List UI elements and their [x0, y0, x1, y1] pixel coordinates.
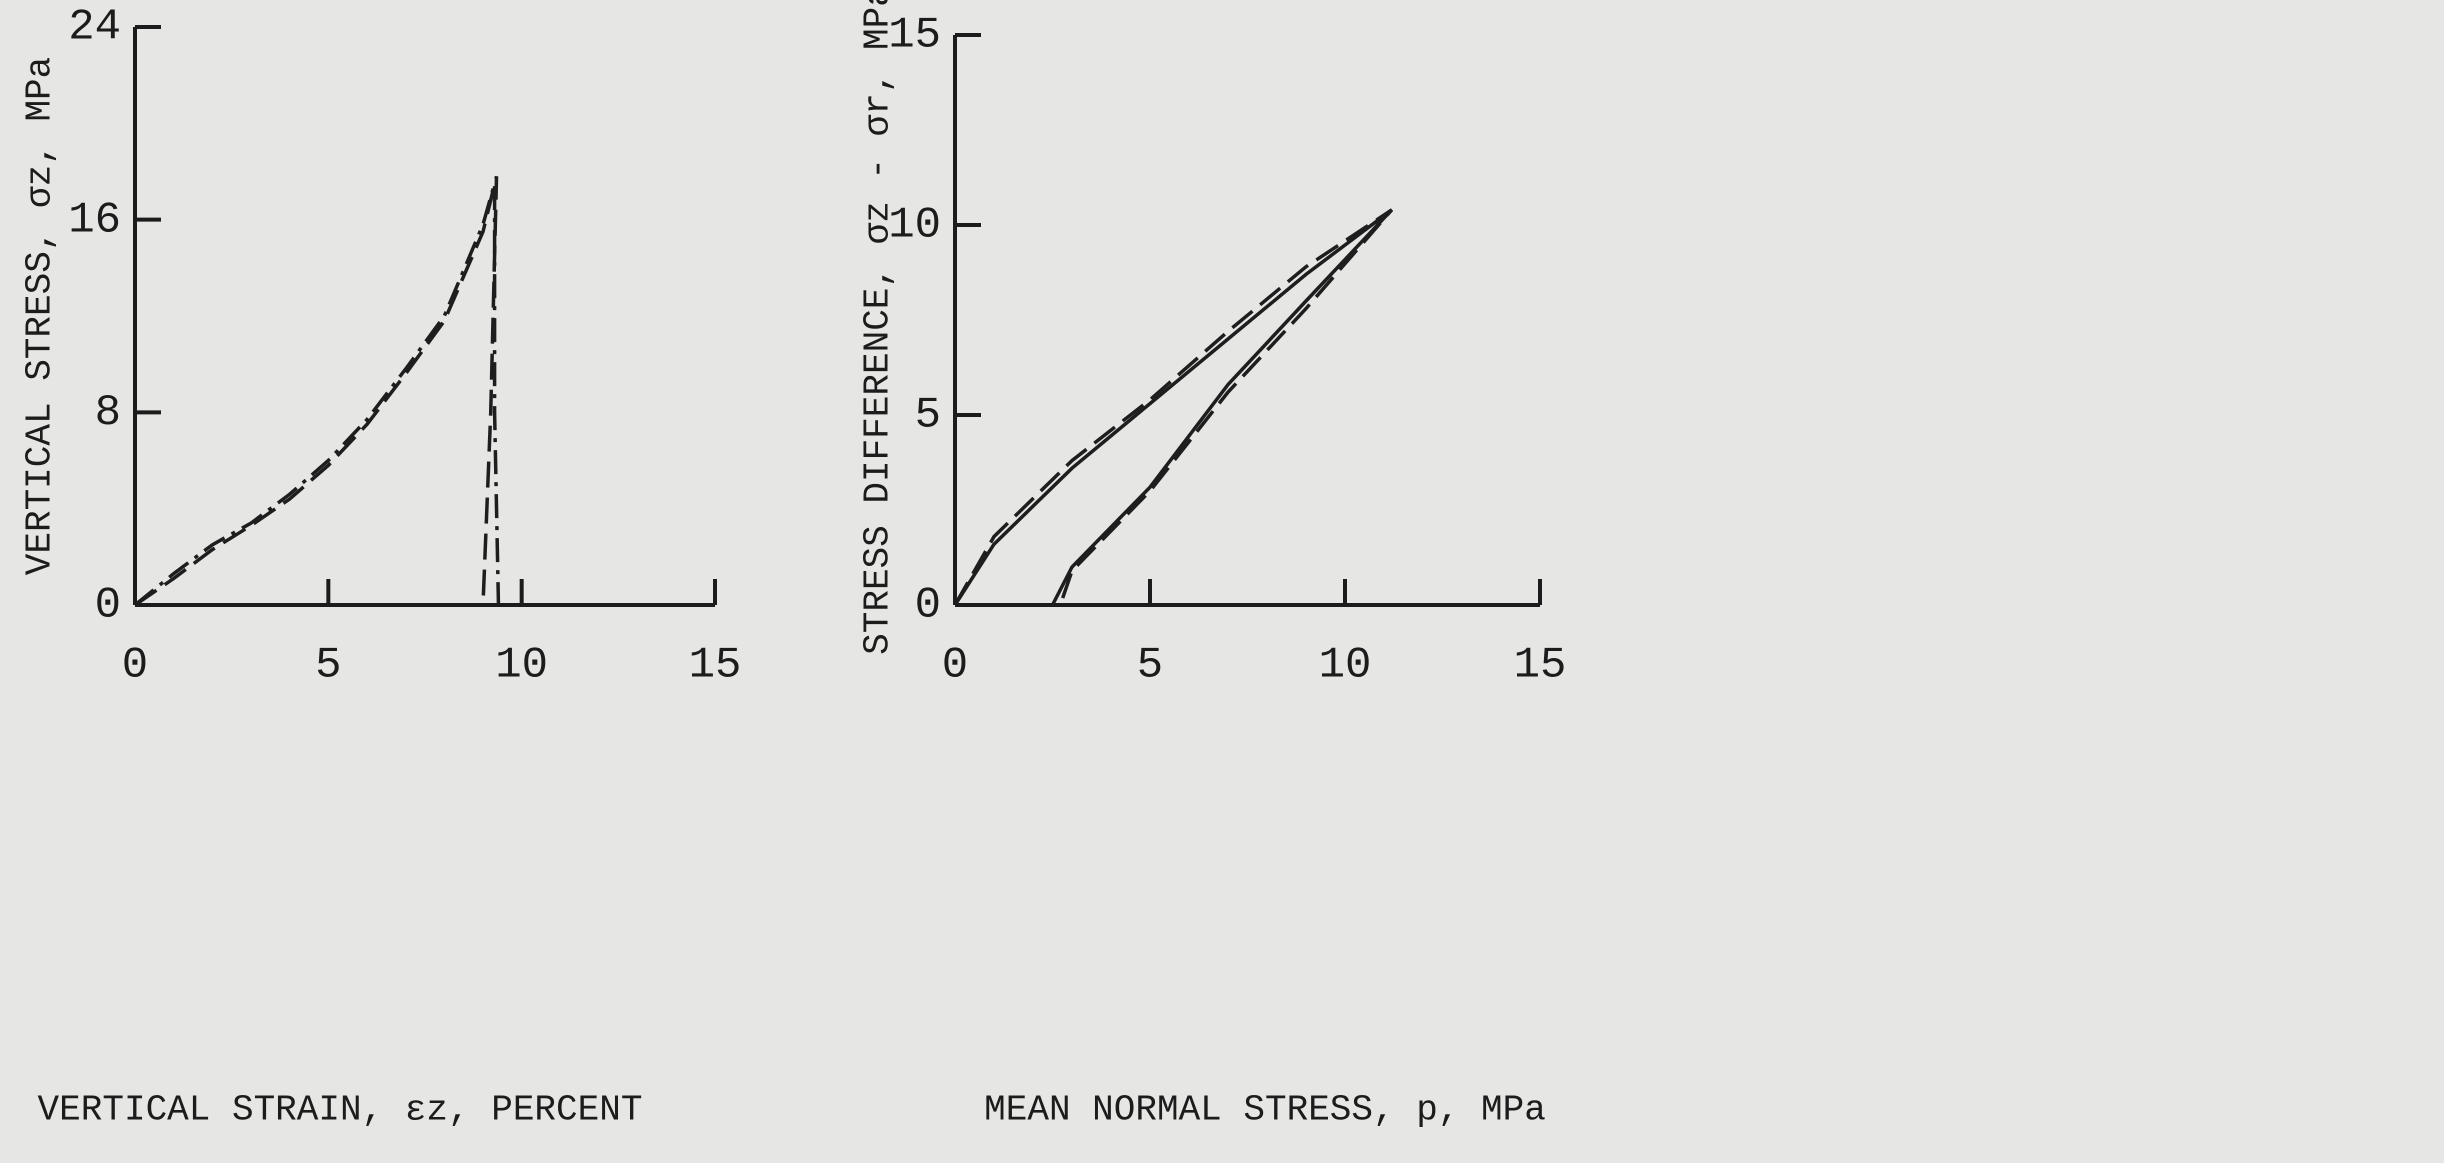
x-tick-label: 10 — [1319, 641, 1372, 691]
x-tick-label: 15 — [1514, 641, 1567, 691]
y-tick-label: 15 — [888, 11, 941, 61]
data-line — [134, 175, 499, 607]
y-tick-label: 0 — [915, 581, 941, 631]
x-axis-title: VERTICAL STRAIN, εz, PERCENT — [38, 1090, 643, 1131]
y-tick-label: 16 — [68, 195, 121, 245]
x-tick-label: 10 — [495, 641, 548, 691]
y-axis-title: VERTICAL STRESS, σz, MPa — [20, 57, 61, 575]
x-tick-label: 0 — [942, 641, 968, 691]
data-line — [133, 183, 501, 607]
y-tick-label: 24 — [68, 3, 121, 53]
y-axis-title: STRESS DIFFERENCE, σz - σr, MPa — [858, 0, 899, 655]
data-line — [953, 208, 1394, 606]
y-tick-label: 8 — [95, 388, 121, 438]
data-line — [953, 208, 1394, 606]
x-axis-title: MEAN NORMAL STRESS, p, MPa — [984, 1090, 1546, 1131]
x-tick-label: 5 — [315, 641, 341, 691]
y-tick-label: 10 — [888, 201, 941, 251]
x-tick-label: 15 — [689, 641, 742, 691]
y-tick-label: 5 — [915, 391, 941, 441]
y-tick-label: 0 — [95, 581, 121, 631]
x-tick-label: 0 — [122, 641, 148, 691]
x-tick-label: 5 — [1137, 641, 1163, 691]
